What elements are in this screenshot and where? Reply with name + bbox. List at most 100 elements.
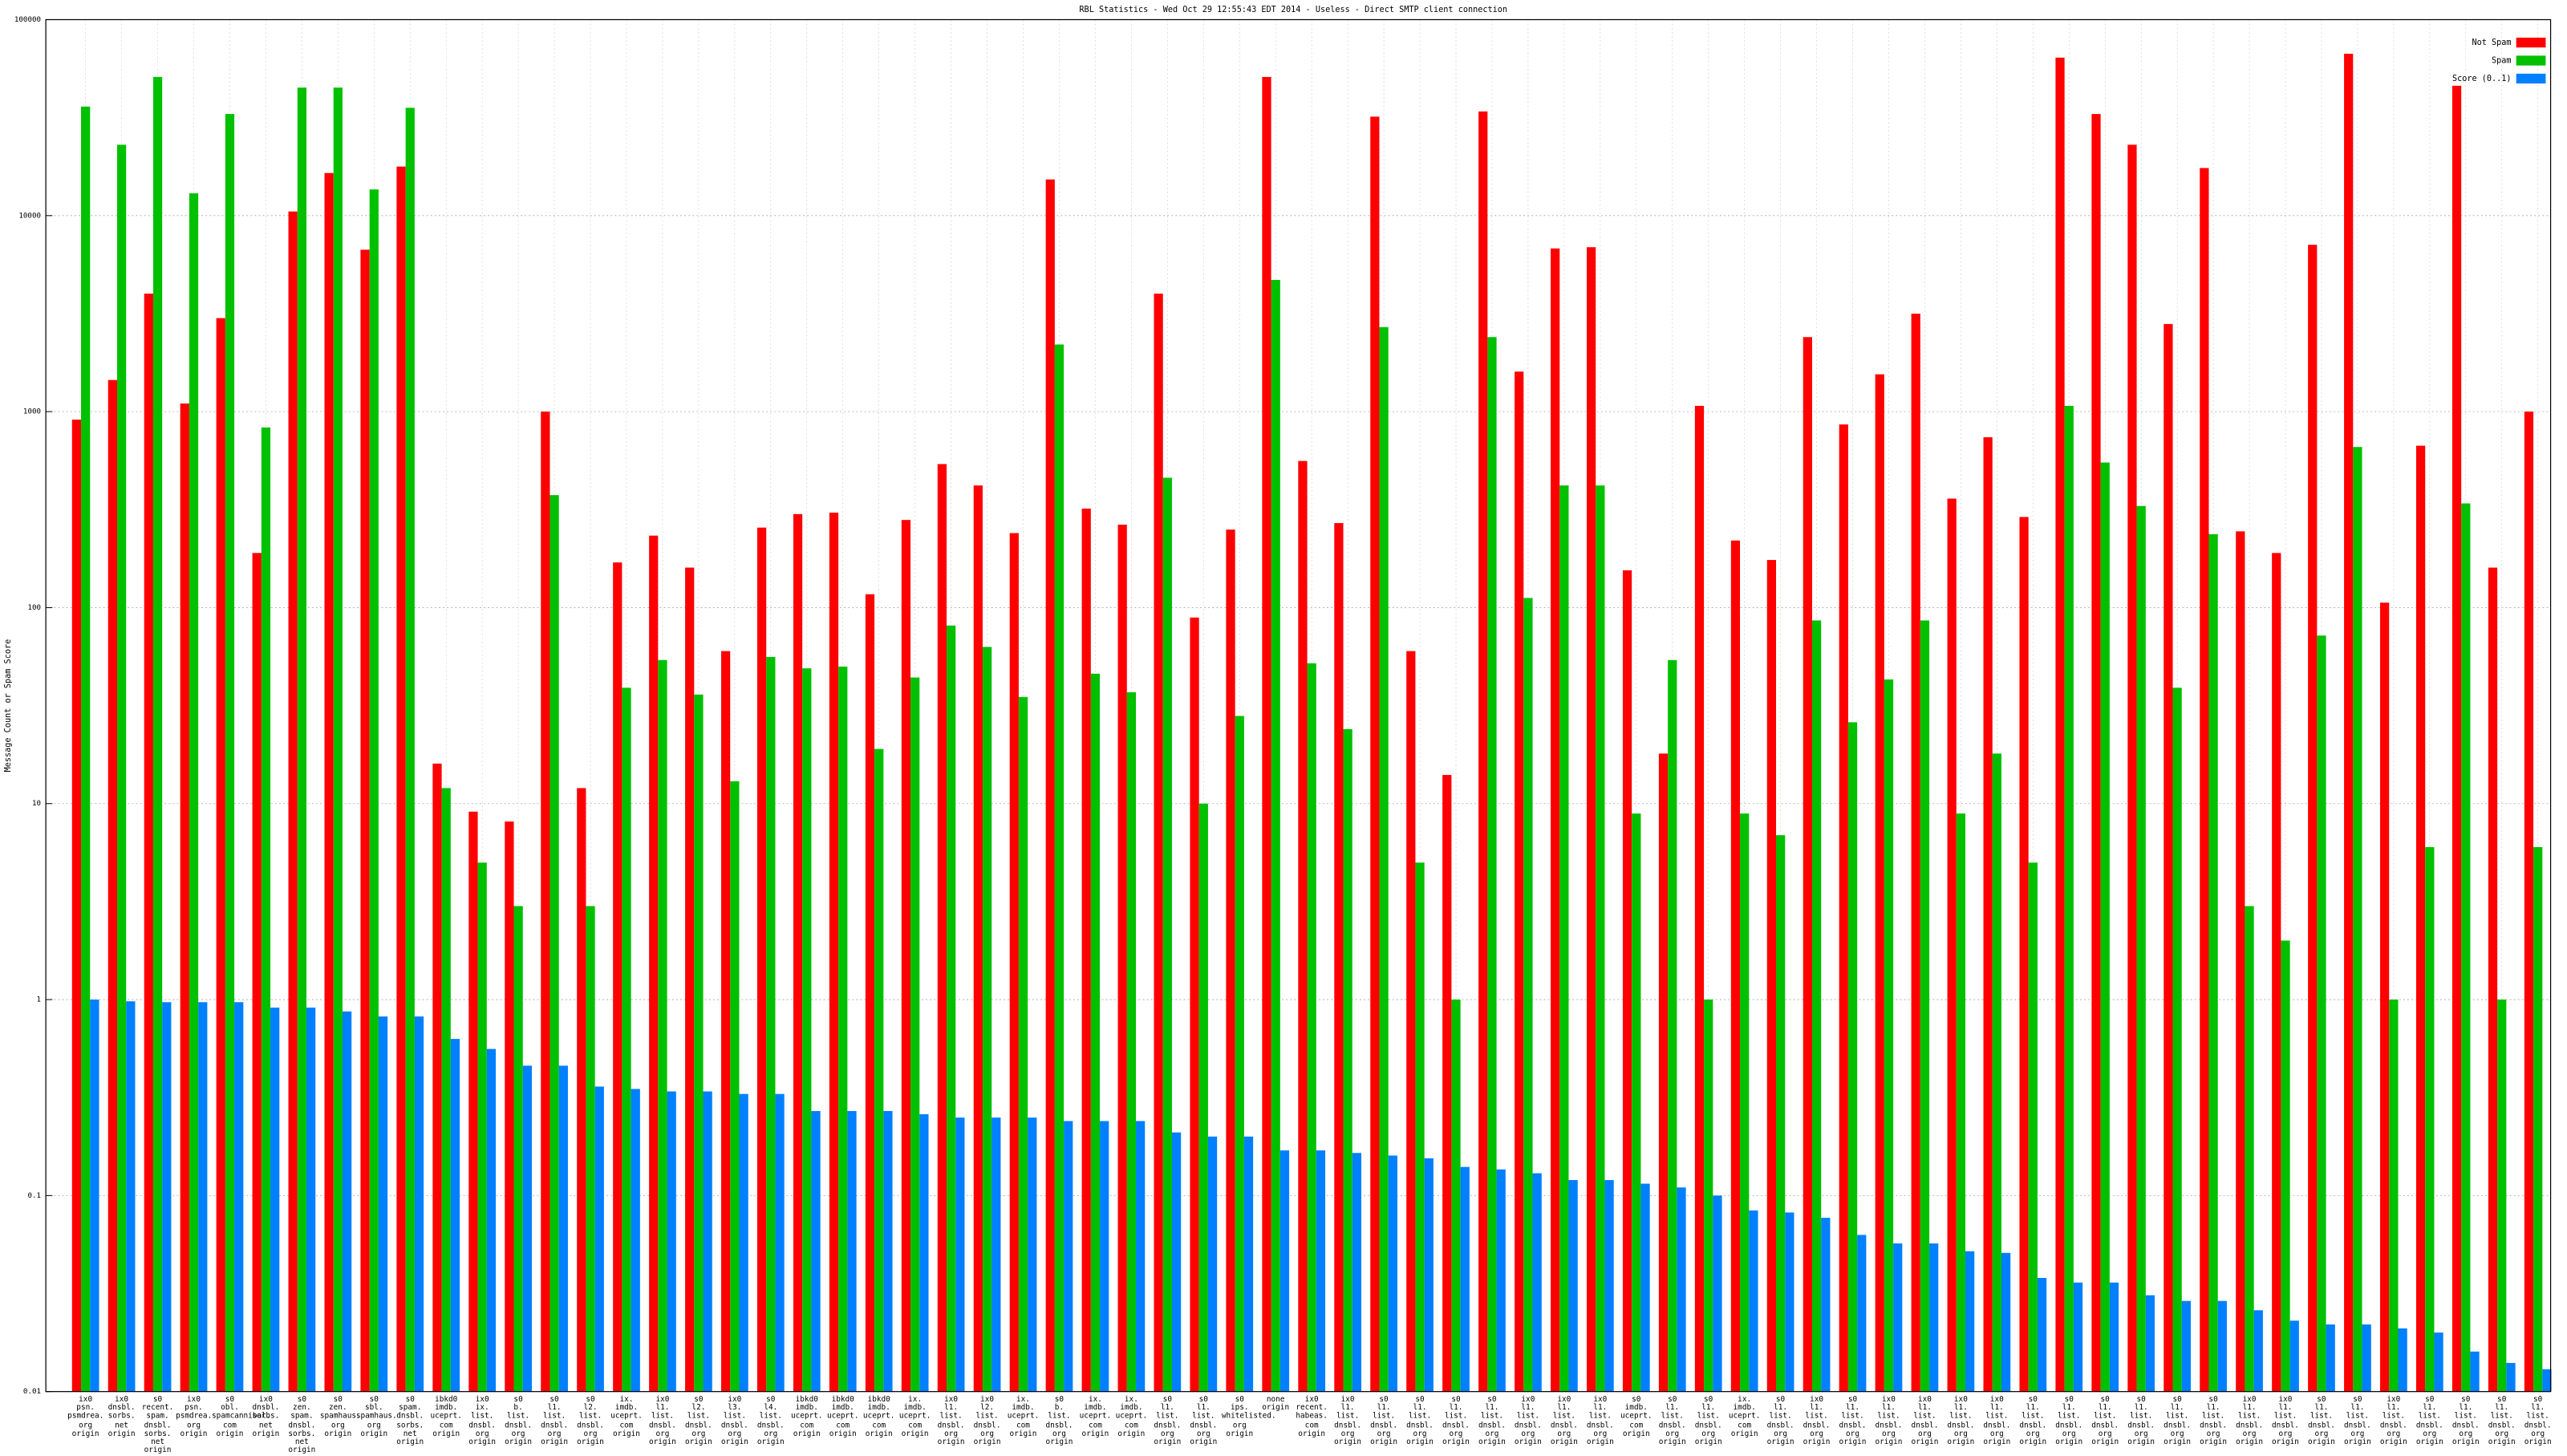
x-tick-label: s0 l1. list. dnsbl. org origin xyxy=(2127,1396,2155,1448)
bar xyxy=(901,520,911,1392)
bar xyxy=(2289,1320,2299,1392)
bar xyxy=(937,464,947,1392)
y-tick-label: 10000 xyxy=(18,211,41,220)
x-tick-label: ix0 l1. list. dnsbl. org origin xyxy=(937,1396,965,1448)
bar xyxy=(2208,533,2218,1392)
bar xyxy=(1054,344,1065,1392)
x-tick-label: s0 l1. list. dnsbl. org origin xyxy=(2019,1396,2047,1448)
x-tick-label: ix0 psn. psmdrea. org origin xyxy=(176,1396,213,1439)
bar xyxy=(1018,696,1028,1392)
bar xyxy=(2001,1252,2011,1392)
y-tick-label: 0.1 xyxy=(27,1191,41,1200)
bar xyxy=(1586,247,1596,1392)
x-tick-label: ix. imdb. uceprt. com origin xyxy=(1079,1396,1112,1439)
bar xyxy=(1090,673,1101,1392)
bar xyxy=(1884,679,1894,1392)
bar xyxy=(1496,1169,1506,1392)
bar xyxy=(396,166,406,1392)
x-tick-label: ix0 l1. list. dnsbl. org origin xyxy=(1875,1396,1903,1448)
x-tick-label: ix0 l2. list. dnsbl. org origin xyxy=(973,1396,1001,1448)
x-tick-label: s0 l1. list. dnsbl. org origin xyxy=(2055,1396,2083,1448)
x-tick-label: ix0 dnsbl. sorbs. net origin xyxy=(107,1396,136,1439)
bar xyxy=(658,659,667,1392)
bar xyxy=(1749,1210,1758,1392)
y-tick-label: 0.01 xyxy=(23,1387,41,1396)
x-tick-label: s0 l1. list. dnsbl. org origin xyxy=(1766,1396,1794,1448)
bar xyxy=(513,906,523,1392)
bar xyxy=(1766,560,1777,1392)
bar xyxy=(2245,906,2254,1392)
bar xyxy=(522,1065,532,1392)
bar xyxy=(1677,1187,1686,1392)
bar xyxy=(1821,1218,1831,1392)
bar xyxy=(2533,846,2543,1392)
bar xyxy=(919,1113,929,1392)
bar xyxy=(802,668,812,1392)
bar xyxy=(252,553,262,1392)
bar xyxy=(1704,1000,1713,1392)
x-tick-label: ibkd0 imdb. uceprt. com origin xyxy=(790,1396,823,1439)
bar xyxy=(586,906,595,1392)
bar xyxy=(324,172,334,1392)
bar xyxy=(360,249,370,1392)
x-tick-label: ix0 l1. list. dnsbl. org origin xyxy=(1803,1396,1831,1448)
bar xyxy=(342,1011,352,1392)
bar xyxy=(1551,248,1560,1392)
bar xyxy=(558,1065,568,1392)
bar xyxy=(1532,1173,1542,1392)
legend-swatch xyxy=(2516,73,2546,84)
legend-swatch xyxy=(2516,55,2546,66)
bar xyxy=(631,1089,640,1392)
bar xyxy=(613,562,622,1392)
x-tick-label: ix. imdb. uceprt. com origin xyxy=(1007,1396,1040,1439)
bar xyxy=(486,1048,497,1392)
bar xyxy=(234,1002,244,1392)
bar xyxy=(2353,447,2362,1392)
bar xyxy=(549,495,559,1392)
bar xyxy=(1136,1121,1146,1392)
bar xyxy=(1064,1121,1073,1392)
x-tick-label: ix0 l1. list. dnsbl. org origin xyxy=(1983,1396,2011,1448)
bar xyxy=(180,404,189,1392)
x-tick-label: ix0 l1. list. dnsbl. org origin xyxy=(1586,1396,1614,1448)
bar xyxy=(1388,1155,1397,1392)
bar xyxy=(982,647,992,1392)
bar xyxy=(685,567,695,1392)
bar xyxy=(2019,517,2029,1392)
x-tick-label: s0 l1. list. dnsbl. org origin xyxy=(2524,1396,2552,1448)
bar xyxy=(1352,1153,1361,1392)
bar xyxy=(2317,635,2326,1392)
x-tick-label: ix0 l1. list. dnsbl. org origin xyxy=(1514,1396,1542,1448)
bar xyxy=(1523,598,1533,1392)
bar xyxy=(1478,111,1488,1392)
bar xyxy=(2488,567,2498,1392)
bar xyxy=(2470,1351,2480,1392)
bar xyxy=(288,211,298,1392)
bar xyxy=(2055,57,2065,1392)
bar xyxy=(2308,245,2318,1392)
x-tick-label: s0 l1. list. dnsbl. org origin xyxy=(2415,1396,2443,1448)
bar xyxy=(2181,1300,2192,1392)
bar xyxy=(225,114,235,1392)
bar xyxy=(973,485,983,1392)
bar xyxy=(1126,691,1137,1392)
x-tick-label: ibkd0 imdb. uceprt. com origin xyxy=(430,1396,462,1439)
bar xyxy=(1920,620,1930,1392)
bar xyxy=(1307,663,1316,1392)
bar xyxy=(1171,1132,1182,1392)
bar xyxy=(189,193,199,1392)
bar xyxy=(107,379,117,1392)
bar xyxy=(1424,1158,1434,1392)
bar xyxy=(2461,503,2471,1392)
bar xyxy=(1045,179,1055,1392)
bar xyxy=(1515,371,1524,1392)
bar xyxy=(594,1086,604,1392)
x-tick-label: s0 l1. list. dnsbl. org origin xyxy=(1478,1396,1506,1448)
x-tick-label: s0 ips. whitelisted. org origin xyxy=(1221,1396,1276,1439)
bar xyxy=(1911,314,1920,1392)
bar xyxy=(2326,1324,2335,1392)
bar xyxy=(2451,85,2462,1392)
bar xyxy=(261,427,271,1392)
bar xyxy=(1406,651,1416,1392)
